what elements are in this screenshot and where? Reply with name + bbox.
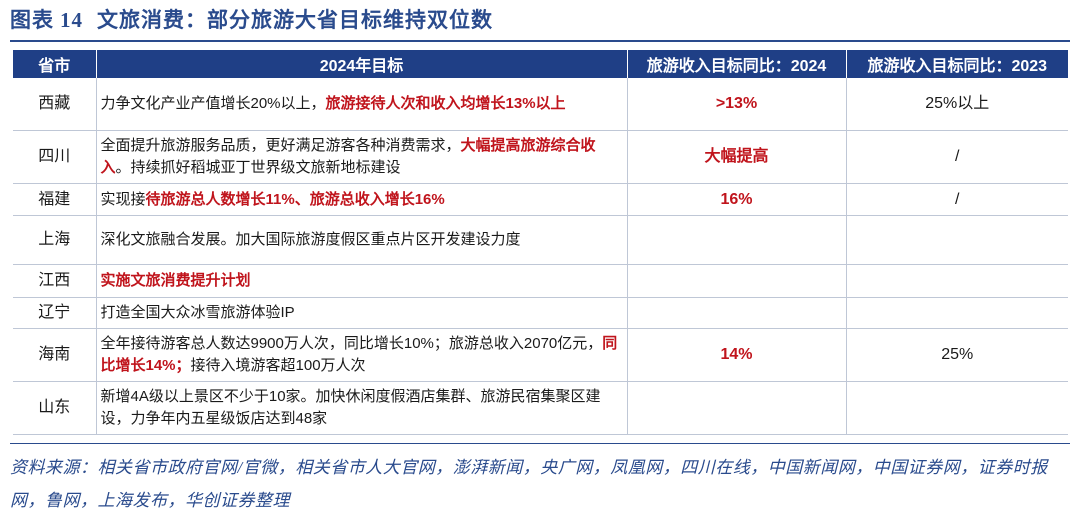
- figure-label: 图表: [10, 8, 54, 32]
- goal-cell: 深化文旅融合发展。加大国际旅游度假区重点片区开发建设力度: [96, 215, 628, 265]
- target-2024-cell: 14%: [627, 328, 847, 382]
- table-row: 西藏 力争文化产业产值增长20%以上，旅游接待人次和收入均增长13%以上 >13…: [13, 78, 1068, 131]
- source-note: 资料来源：相关省市政府官网/官微，相关省市人大官网，澎湃新闻，央广网，凤凰网，四…: [10, 458, 1048, 510]
- goal-highlight: 同比增长14%；: [100, 335, 618, 374]
- table-row: 四川 全面提升旅游服务品质，更好满足游客各种消费需求，大幅提高旅游综合收入。持续…: [13, 130, 1068, 184]
- target-2023-cell: [846, 264, 1068, 298]
- goal-text: 全年接待游客总人数达9900万人次，同比增长10%；旅游总收入2070亿元，: [100, 335, 603, 352]
- goal-highlight: 旅游接待人次和收入均增长13%以上: [325, 95, 566, 112]
- table-row: 辽宁 打造全国大众冰雪旅游体验IP: [13, 297, 1068, 329]
- target-2024-cell: 16%: [627, 183, 847, 216]
- goal-cell: 打造全国大众冰雪旅游体验IP: [96, 297, 628, 329]
- goal-cell: 力争文化产业产值增长20%以上，旅游接待人次和收入均增长13%以上: [96, 78, 628, 131]
- figure-title-text: 文旅消费：部分旅游大省目标维持双位数: [97, 8, 493, 32]
- table-row: 海南 全年接待游客总人数达9900万人次，同比增长10%；旅游总收入2070亿元…: [13, 328, 1068, 382]
- target-2023-cell: /: [846, 130, 1068, 184]
- goal-text: 打造全国大众冰雪旅游体验IP: [100, 304, 295, 321]
- target-2024-cell: >13%: [627, 78, 847, 131]
- target-2023-cell: [846, 381, 1068, 435]
- goal-text: 新增4A级以上景区不少于10家。加快休闲度假酒店集群、旅游民宿集聚区建设，力争年…: [100, 388, 601, 427]
- goal-text: 实现接: [100, 190, 146, 208]
- goal-cell: 实施文旅消费提升计划: [96, 264, 628, 298]
- province-cell: 西藏: [13, 78, 97, 131]
- goal-text: 力争文化产业产值增长20%以上，: [100, 95, 326, 112]
- goal-highlight: 实施文旅消费提升计划: [100, 272, 251, 289]
- target-2024-cell: [627, 264, 847, 298]
- table-row: 上海 深化文旅融合发展。加大国际旅游度假区重点片区开发建设力度: [13, 215, 1068, 265]
- header-target-2024: 旅游收入目标同比：2024: [627, 50, 847, 78]
- goal-cell: 全年接待游客总人数达9900万人次，同比增长10%；旅游总收入2070亿元，同比…: [96, 328, 628, 382]
- table-row: 山东 新增4A级以上景区不少于10家。加快休闲度假酒店集群、旅游民宿集聚区建设，…: [13, 381, 1068, 435]
- province-cell: 江西: [13, 264, 97, 298]
- target-2024-cell: [627, 381, 847, 435]
- table-row: 江西 实施文旅消费提升计划: [13, 264, 1068, 298]
- goal-tail: 。持续抓好稻城亚丁世界级文旅新地标建设: [115, 159, 401, 176]
- figure-number: 14: [60, 8, 83, 32]
- bottom-rule: [10, 443, 1070, 444]
- province-targets-table: 省市 2024年目标 旅游收入目标同比：2024 旅游收入目标同比：2023 西…: [13, 50, 1068, 435]
- province-cell: 辽宁: [13, 297, 97, 329]
- target-2023-cell: 25%: [846, 328, 1068, 382]
- header-target-2023: 旅游收入目标同比：2023: [846, 50, 1068, 78]
- province-cell: 海南: [13, 328, 97, 382]
- goal-cell: 实现接待旅游总人数增长11%、旅游总收入增长16%: [96, 183, 628, 216]
- province-cell: 山东: [13, 381, 97, 435]
- target-2024-cell: [627, 215, 847, 265]
- goal-highlight: 待旅游总人数增长11%、旅游总收入增长16%: [145, 190, 445, 208]
- target-2024-cell: [627, 297, 847, 329]
- target-2023-cell: [846, 215, 1068, 265]
- province-cell: 上海: [13, 215, 97, 265]
- goal-highlight: 大幅提高旅游综合收入: [100, 137, 596, 176]
- header-province: 省市: [13, 50, 97, 78]
- goal-cell: 新增4A级以上景区不少于10家。加快休闲度假酒店集群、旅游民宿集聚区建设，力争年…: [96, 381, 628, 435]
- target-2024-cell: 大幅提高: [627, 130, 847, 184]
- target-2023-cell: /: [846, 183, 1068, 216]
- province-cell: 福建: [13, 183, 97, 216]
- province-cell: 四川: [13, 130, 97, 184]
- goal-cell: 全面提升旅游服务品质，更好满足游客各种消费需求，大幅提高旅游综合收入。持续抓好稻…: [96, 130, 628, 184]
- goal-text: 全面提升旅游服务品质，更好满足游客各种消费需求，: [100, 137, 461, 154]
- target-2023-cell: 25%以上: [846, 78, 1068, 131]
- target-2023-cell: [846, 297, 1068, 329]
- figure-title: 图表 14 文旅消费：部分旅游大省目标维持双位数: [10, 4, 493, 36]
- goal-tail: 接待入境游客超100万人次: [190, 357, 366, 374]
- header-goal-2024: 2024年目标: [96, 50, 628, 78]
- table-header-row: 省市 2024年目标 旅游收入目标同比：2024 旅游收入目标同比：2023: [13, 50, 1068, 78]
- title-rule: [10, 40, 1070, 42]
- goal-text: 深化文旅融合发展。加大国际旅游度假区重点片区开发建设力度: [100, 231, 521, 248]
- table-row: 福建 实现接待旅游总人数增长11%、旅游总收入增长16% 16% /: [13, 183, 1068, 216]
